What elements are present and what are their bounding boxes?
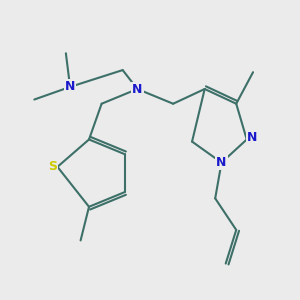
Text: N: N — [132, 82, 142, 95]
Text: N: N — [216, 156, 227, 169]
Text: N: N — [247, 131, 257, 144]
Text: N: N — [65, 80, 75, 93]
Text: S: S — [48, 160, 57, 173]
